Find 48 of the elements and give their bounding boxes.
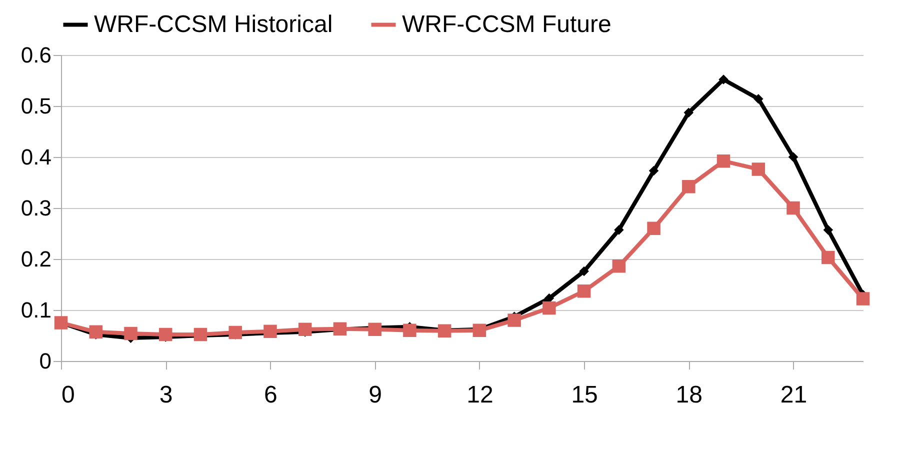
point bbox=[579, 266, 589, 276]
point bbox=[682, 180, 696, 194]
point bbox=[718, 74, 728, 84]
point bbox=[368, 322, 382, 336]
point bbox=[822, 250, 835, 264]
x-tick-label: 6 bbox=[264, 382, 278, 408]
point bbox=[754, 94, 764, 104]
point bbox=[612, 260, 626, 273]
point bbox=[823, 225, 833, 235]
point bbox=[788, 152, 798, 162]
point bbox=[228, 326, 242, 340]
x-tick-label: 3 bbox=[159, 382, 173, 408]
y-tick-label: 0.5 bbox=[20, 94, 52, 118]
point bbox=[577, 284, 591, 298]
point bbox=[508, 314, 521, 327]
y-tick-label: 0.3 bbox=[20, 196, 52, 220]
point bbox=[647, 222, 660, 236]
point bbox=[649, 166, 658, 176]
x-tick-label: 9 bbox=[368, 382, 382, 408]
x-tick-label: 18 bbox=[676, 382, 703, 408]
point bbox=[158, 328, 172, 342]
legend-label: WRF-CCSM Future bbox=[402, 10, 612, 38]
point bbox=[716, 154, 730, 168]
point bbox=[752, 162, 766, 176]
x-tick-label: 15 bbox=[571, 382, 598, 408]
point bbox=[542, 301, 556, 315]
y-tick-label: 0.1 bbox=[20, 298, 52, 322]
point bbox=[472, 324, 486, 338]
point bbox=[856, 292, 870, 306]
legend-label: WRF-CCSM Historical bbox=[94, 10, 333, 38]
point bbox=[124, 326, 138, 340]
point bbox=[194, 328, 208, 342]
point bbox=[786, 201, 800, 215]
point bbox=[298, 322, 312, 336]
point bbox=[684, 108, 694, 118]
point bbox=[614, 225, 624, 235]
y-tick-label: 0.2 bbox=[20, 246, 52, 272]
x-tick-label: 0 bbox=[62, 382, 75, 408]
point bbox=[89, 325, 102, 339]
x-tick-label: 21 bbox=[780, 382, 808, 408]
point bbox=[544, 294, 554, 303]
point bbox=[264, 324, 277, 338]
point bbox=[438, 324, 452, 338]
x-tick-label: 12 bbox=[466, 382, 494, 408]
y-tick-label: 0.4 bbox=[20, 144, 52, 170]
point bbox=[403, 324, 416, 338]
y-tick-label: 0 bbox=[39, 348, 52, 374]
y-tick-label: 0.6 bbox=[20, 42, 52, 68]
